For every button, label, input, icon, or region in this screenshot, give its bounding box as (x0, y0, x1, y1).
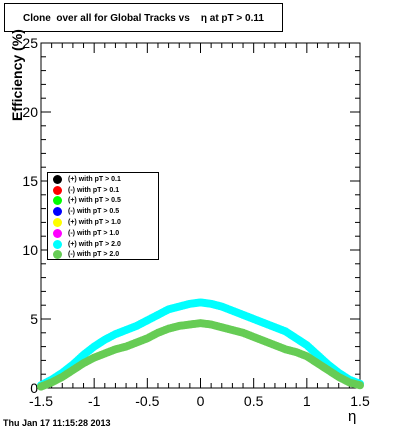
legend-label: (-) with pT > 2.0 (68, 251, 120, 259)
legend-item: (-) with pT > 2.0 (48, 250, 158, 261)
legend-label: (-) with pT > 1.0 (68, 229, 120, 237)
legend-marker-icon (53, 218, 62, 228)
x-tick-label: -0.5 (135, 393, 159, 409)
legend-item: (+) with pT > 0.1 (48, 174, 158, 185)
x-tick-label: 0.5 (244, 393, 264, 409)
legend-label: (-) with pT > 0.5 (68, 208, 120, 216)
legend-item: (+) with pT > 0.5 (48, 196, 158, 207)
legend-item: (+) with pT > 2.0 (48, 239, 158, 250)
legend-label: (+) with pT > 0.5 (68, 197, 121, 205)
legend: (+) with pT > 0.1 (-) with pT > 0.1 (+) … (47, 172, 159, 260)
y-tick-label: 20 (22, 104, 38, 120)
legend-marker-icon (53, 174, 62, 184)
y-tick-label: 5 (30, 311, 38, 327)
x-tick-label: -1 (88, 393, 101, 409)
legend-item: (-) with pT > 0.5 (48, 206, 158, 217)
series-6 (37, 298, 364, 390)
legend-item: (-) with pT > 1.0 (48, 228, 158, 239)
legend-marker-icon (53, 207, 62, 217)
data-point (356, 381, 364, 390)
legend-label: (+) with pT > 2.0 (68, 240, 121, 248)
chart-title: Clone over all for Global Tracks vs η at… (4, 3, 283, 32)
legend-label: (-) with pT > 0.1 (68, 186, 120, 194)
timestamp: Thu Jan 17 11:15:28 2013 (3, 418, 111, 428)
legend-label: (+) with pT > 0.1 (68, 175, 121, 183)
legend-marker-icon (53, 228, 62, 238)
legend-marker-icon (53, 250, 62, 260)
x-axis-label: η (348, 408, 357, 425)
legend-marker-icon (53, 185, 62, 195)
axis-tick-labels: -1.5 -1 -0.5 0 0.5 1 1.5 0 5 10 15 20 25 (22, 35, 370, 409)
y-axis-label: Efficiency (%) (9, 29, 25, 121)
legend-item: (+) with pT > 1.0 (48, 217, 158, 228)
y-tick-label: 15 (22, 173, 38, 189)
legend-marker-icon (53, 239, 62, 249)
x-tick-label: 0 (197, 393, 205, 409)
legend-marker-icon (53, 196, 62, 206)
y-tick-label: 10 (22, 242, 38, 258)
x-tick-label: -1.5 (29, 393, 53, 409)
data-marks (37, 298, 364, 391)
legend-item: (-) with pT > 0.1 (48, 185, 158, 196)
y-tick-label: 0 (30, 380, 38, 396)
series-7 (37, 319, 364, 391)
x-tick-label: 1.5 (350, 393, 370, 409)
legend-label: (+) with pT > 1.0 (68, 219, 121, 227)
y-tick-label: 25 (22, 35, 38, 51)
x-tick-label: 1 (303, 393, 311, 409)
